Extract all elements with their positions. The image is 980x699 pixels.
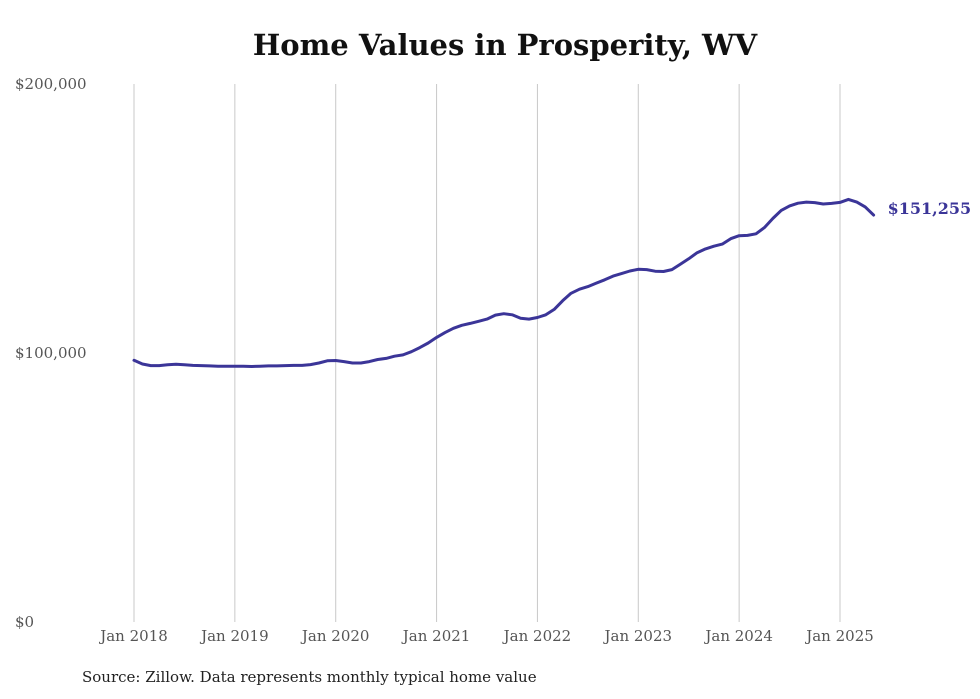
y-axis: $0 $100,000 $200,000 [15,75,87,631]
x-tick-label: Jan 2024 [703,627,773,645]
x-tick-label: Jan 2020 [300,627,370,645]
y-tick-label: $200,000 [15,75,87,93]
x-tick-label: Jan 2018 [98,627,168,645]
source-note: Source: Zillow. Data represents monthly … [82,668,537,686]
x-tick-label: Jan 2019 [199,627,269,645]
chart-title: Home Values in Prosperity, WV [252,28,758,62]
home-value-series-line [132,197,876,368]
x-tick-label: Jan 2023 [603,627,673,645]
grid-layer [133,84,841,622]
data-points [133,198,876,368]
x-tick-label: Jan 2021 [401,627,471,645]
x-tick-label: Jan 2022 [502,627,572,645]
end-value-label: $151,255 [888,199,972,218]
x-tick-label: Jan 2025 [804,627,874,645]
x-axis: Jan 2018 Jan 2019 Jan 2020 Jan 2021 Jan 2022… [98,627,874,645]
y-tick-label: $0 [15,613,34,631]
y-tick-label: $100,000 [15,344,87,362]
